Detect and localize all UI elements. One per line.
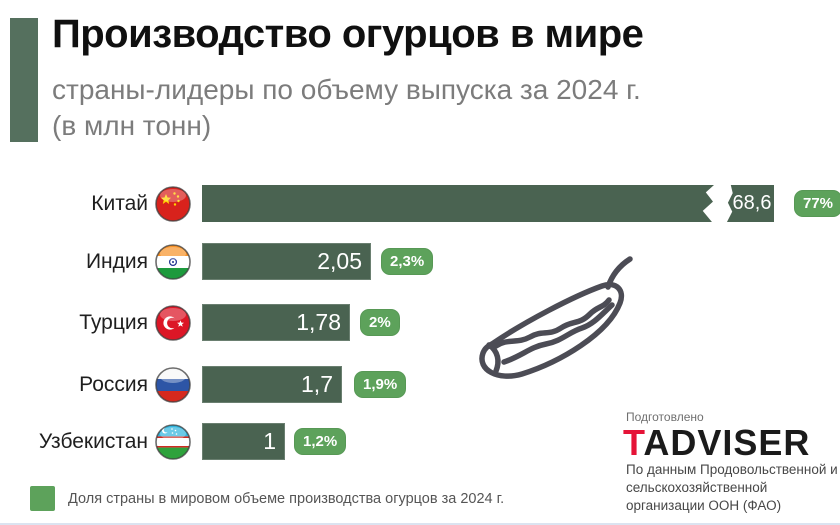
legend-label: Доля страны в мировом объеме производств…: [68, 490, 505, 507]
bar-russia: 1,7: [202, 366, 342, 403]
bar-value: 2,05: [317, 248, 362, 274]
share-badge: 77%: [794, 190, 840, 217]
bar-turkey: 1,78: [202, 304, 350, 341]
country-label: Узбекистан: [38, 429, 148, 453]
bar-uzbekistan: 1: [202, 423, 285, 460]
prepared-label: Подготовлено: [626, 410, 704, 424]
chart-row-india: Индия 2,05 2,3%: [0, 243, 434, 280]
country-label: Индия: [85, 249, 148, 273]
units-note: (в млн тонн): [52, 110, 212, 141]
country-label: Китай: [91, 191, 148, 215]
page-subtitle: страны-лидеры по объему выпуска за 2024 …: [52, 74, 641, 105]
title-accent-bar: [10, 18, 38, 142]
bar-value: 1,7: [301, 371, 333, 397]
country-label: Турция: [79, 310, 148, 334]
share-badge: 1,9%: [354, 371, 407, 398]
bar-value: 1: [263, 428, 276, 454]
share-badge: 1,2%: [294, 428, 347, 455]
china-flag-icon: [155, 185, 191, 222]
page-title: Производство огурцов в мире: [52, 12, 644, 56]
logo-letter-t: T: [623, 422, 644, 463]
chart-row-uzbekistan: Узбекистан 1 1,2%: [0, 423, 347, 460]
legend: Доля страны в мировом объеме производств…: [30, 486, 504, 511]
chart-row-china: Китай 68,6 77%: [0, 185, 840, 222]
russia-flag-icon: [155, 366, 191, 403]
bar-india: 2,05: [202, 243, 371, 280]
bar-china-tip: 68,6: [726, 185, 774, 222]
share-badge: 2,3%: [381, 248, 434, 275]
chart-row-russia: Россия 1,7 1,9%: [0, 366, 407, 403]
bar-value: 1,78: [296, 309, 341, 335]
chart-row-turkey: Турция 1,78 2%: [0, 304, 400, 341]
legend-swatch: [30, 486, 55, 511]
bar-china-main: [202, 185, 714, 222]
logo-rest: ADVISER: [643, 422, 811, 463]
bar-value: 68,6: [732, 192, 772, 214]
india-flag-icon: [155, 243, 191, 280]
share-badge: 2%: [360, 309, 400, 336]
source-note: По данным Продовольственной и сельскохоз…: [626, 462, 838, 514]
cucumber-illustration: [479, 256, 633, 379]
turkey-flag-icon: [155, 304, 191, 341]
country-label: Россия: [79, 372, 148, 396]
uzbekistan-flag-icon: [155, 423, 191, 460]
tadviser-logo: TADVISER: [623, 422, 810, 464]
